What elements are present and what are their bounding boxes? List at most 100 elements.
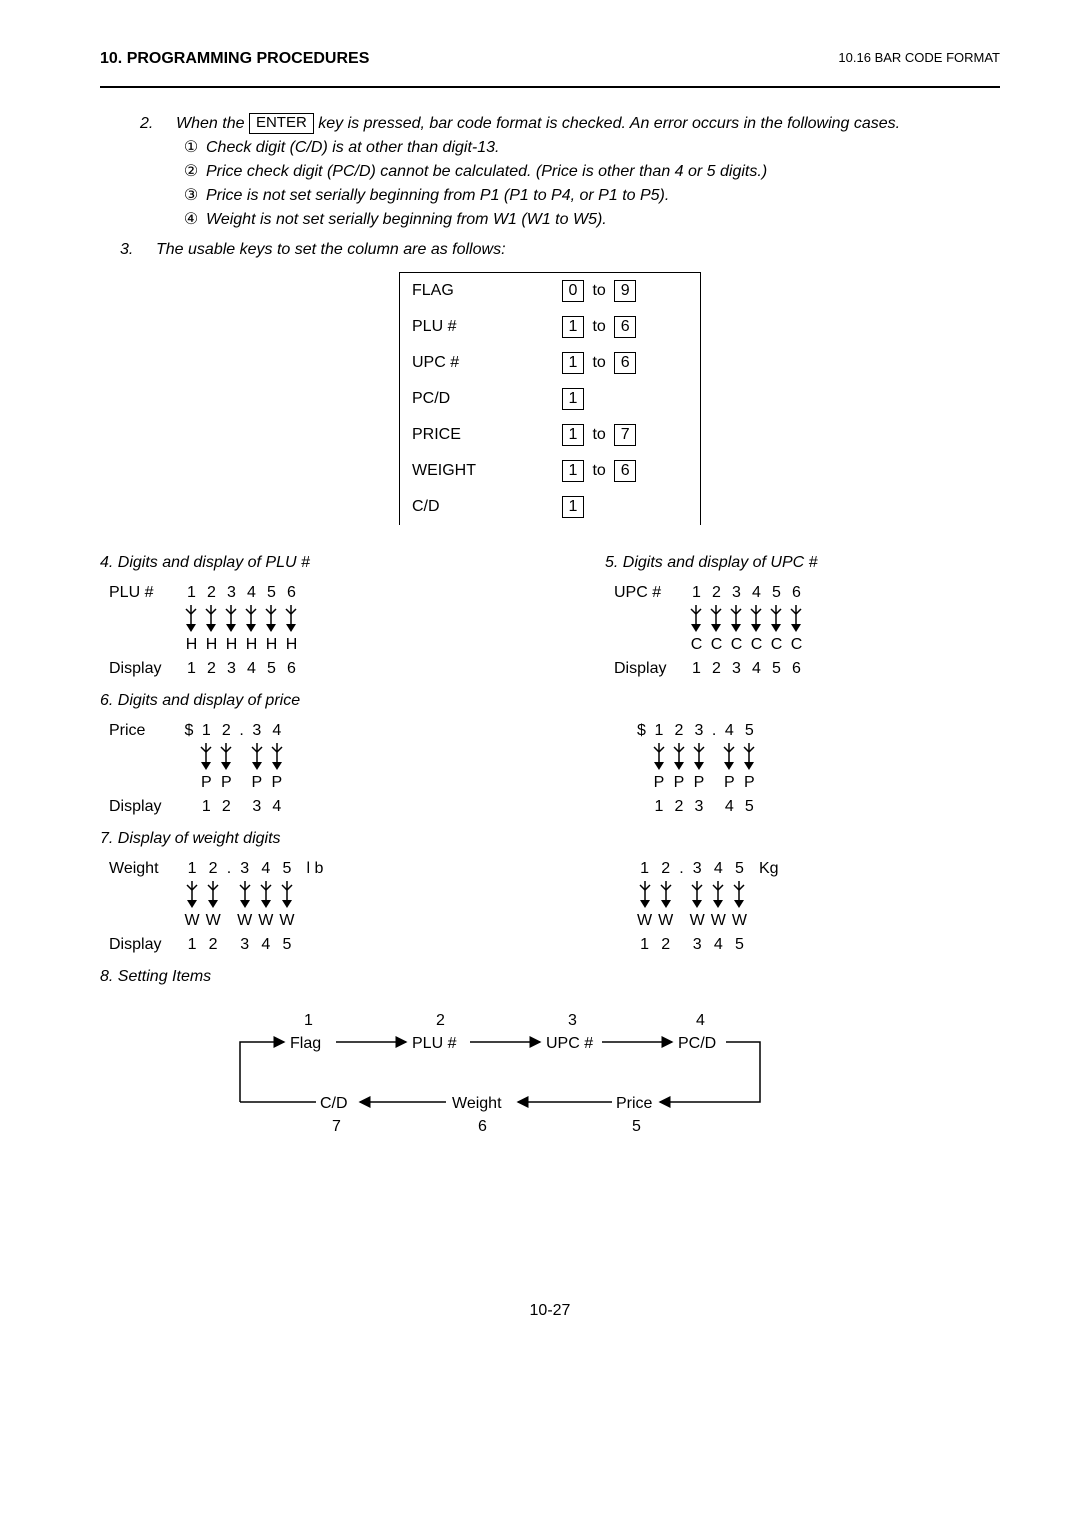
map-mid-cell bbox=[676, 909, 686, 933]
map-top-cell: . bbox=[709, 719, 719, 743]
flow-node-upc: UPC # bbox=[546, 1032, 593, 1056]
map-top-cell: 4 bbox=[255, 857, 276, 881]
map-bot-cell bbox=[709, 795, 719, 819]
key-range-label: PC/D bbox=[400, 381, 550, 417]
map-mid-cell: C bbox=[766, 633, 786, 657]
key-range-value: 1 to 6 bbox=[550, 309, 700, 345]
down-arrow-icon bbox=[250, 743, 264, 771]
down-arrow-icon bbox=[206, 881, 220, 909]
map-mid-cell: H bbox=[281, 633, 301, 657]
map-bot-cell: 1 bbox=[649, 795, 669, 819]
key-range-value: 1 to 6 bbox=[550, 345, 700, 381]
map-mid-cell: P bbox=[216, 771, 236, 795]
map-mid-cell: P bbox=[669, 771, 689, 795]
flow-node-price: Price bbox=[616, 1092, 652, 1116]
range-to: 6 bbox=[614, 316, 636, 338]
map-mid-cell: P bbox=[719, 771, 739, 795]
down-arrow-icon bbox=[749, 605, 763, 633]
key-range-label: WEIGHT bbox=[400, 453, 550, 489]
map-top-cell: 4 bbox=[746, 581, 766, 605]
key-range-value: 1 bbox=[550, 489, 700, 525]
map-top-cell: 3 bbox=[689, 719, 709, 743]
sec5-title: 5. Digits and display of UPC # bbox=[605, 551, 1000, 575]
down-arrow-icon bbox=[638, 881, 652, 909]
item-2: 2. When the ENTER key is pressed, bar co… bbox=[140, 112, 1000, 232]
down-arrow-icon bbox=[652, 743, 666, 771]
map-top-cell: 3 bbox=[221, 581, 241, 605]
map-top-label bbox=[611, 857, 634, 881]
map-bot-cell: 5 bbox=[261, 657, 281, 681]
key-range-label: UPC # bbox=[400, 345, 550, 381]
map-bot-label bbox=[611, 795, 634, 819]
map-top-cell: 2 bbox=[706, 581, 726, 605]
map-mid-cell: W bbox=[729, 909, 750, 933]
header-right: 10.16 BAR CODE FORMAT bbox=[838, 50, 1000, 65]
item-2-number: 2. bbox=[140, 112, 176, 136]
down-arrow-icon bbox=[204, 605, 218, 633]
map-bot-cell: 3 bbox=[726, 657, 746, 681]
flow-node-cd: C/D bbox=[320, 1092, 348, 1116]
map-top-cell: l b bbox=[303, 857, 326, 881]
map-bot-label: Display bbox=[611, 657, 686, 681]
range-to: 7 bbox=[614, 424, 636, 446]
map-top-cell: . bbox=[236, 719, 246, 743]
map-top-cell: 2 bbox=[655, 857, 676, 881]
item-2-lead-b: key is pressed, bar code format is check… bbox=[314, 115, 900, 132]
map-top-cell: 5 bbox=[276, 857, 297, 881]
map-bot-cell: 5 bbox=[739, 795, 759, 819]
down-arrow-icon bbox=[692, 743, 706, 771]
map-bot-cell bbox=[676, 933, 686, 957]
map-top-cell: 6 bbox=[786, 581, 806, 605]
map-top-cell: 1 bbox=[686, 581, 706, 605]
flow-node-pcd: PC/D bbox=[678, 1032, 716, 1056]
map-bot-cell: 1 bbox=[181, 657, 201, 681]
map-mid-cell: P bbox=[649, 771, 669, 795]
range-from: 1 bbox=[562, 352, 584, 374]
header-rule bbox=[100, 86, 1000, 88]
map-bot-cell: 5 bbox=[276, 933, 297, 957]
down-arrow-icon bbox=[270, 743, 284, 771]
map-mid-cell: P bbox=[689, 771, 709, 795]
down-arrow-icon bbox=[280, 881, 294, 909]
down-arrow-icon bbox=[264, 605, 278, 633]
map-bot-cell: 1 bbox=[196, 795, 216, 819]
map-bot-cell: 2 bbox=[669, 795, 689, 819]
map-top-label: UPC # bbox=[611, 581, 686, 605]
page-number: 10-27 bbox=[100, 1299, 1000, 1323]
map-bot-cell bbox=[634, 795, 649, 819]
map-top-label: PLU # bbox=[106, 581, 181, 605]
map-bot-cell bbox=[224, 933, 234, 957]
key-range-label: PRICE bbox=[400, 417, 550, 453]
flow-num-1: 1 bbox=[304, 1009, 313, 1033]
map-top-label: Price bbox=[106, 719, 181, 743]
map-top-cell: 1 bbox=[634, 857, 655, 881]
circled-3: ③ bbox=[176, 184, 206, 208]
flow-num-3: 3 bbox=[568, 1009, 577, 1033]
map-top-cell: 1 bbox=[181, 581, 201, 605]
map-mid-cell: W bbox=[234, 909, 255, 933]
sec8-title: 8. Setting Items bbox=[100, 965, 1000, 989]
map-top-cell: 1 bbox=[649, 719, 669, 743]
flow-num-2: 2 bbox=[436, 1009, 445, 1033]
down-arrow-icon bbox=[659, 881, 673, 909]
map-mid-cell: W bbox=[655, 909, 676, 933]
flow-diagram: 1 2 3 4 Flag PLU # UPC # PC/D C/D Weight… bbox=[220, 999, 780, 1139]
map-bot-cell: 1 bbox=[686, 657, 706, 681]
down-arrow-icon bbox=[284, 605, 298, 633]
range-from: 1 bbox=[562, 460, 584, 482]
flow-node-flag: Flag bbox=[290, 1032, 321, 1056]
down-arrow-icon bbox=[199, 743, 213, 771]
intro-item-3: Price is not set serially beginning from… bbox=[206, 184, 1000, 208]
key-range-value: 1 to 6 bbox=[550, 453, 700, 489]
map-top-cell: 1 bbox=[196, 719, 216, 743]
map-bot-cell: 3 bbox=[689, 795, 709, 819]
flow-num-5: 5 bbox=[632, 1115, 641, 1139]
map-bot-cell bbox=[303, 933, 326, 957]
intro-item-2: Price check digit (PC/D) cannot be calcu… bbox=[206, 160, 1000, 184]
down-arrow-icon bbox=[689, 605, 703, 633]
map-mid-cell: H bbox=[181, 633, 201, 657]
down-arrow-icon bbox=[732, 881, 746, 909]
flow-node-weight: Weight bbox=[452, 1092, 502, 1116]
map-bot-cell: 2 bbox=[655, 933, 676, 957]
map-mid-cell bbox=[236, 771, 246, 795]
